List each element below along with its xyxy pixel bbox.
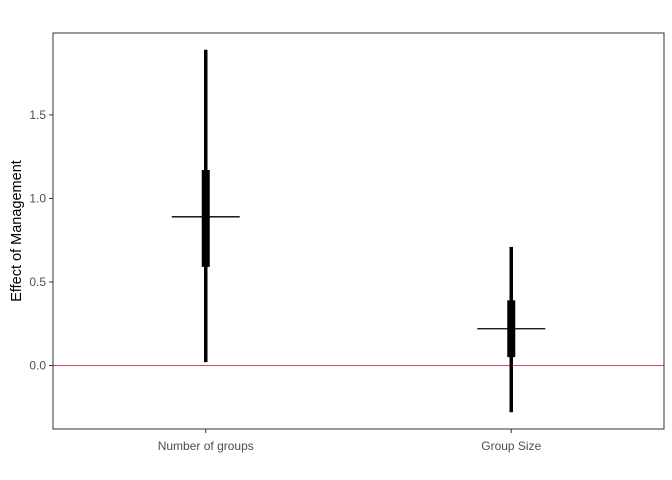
- y-tick-label-1: 0.5: [29, 275, 46, 289]
- y-tick-label-3: 1.5: [29, 108, 46, 122]
- x-tick-label-1: Group Size: [481, 439, 541, 453]
- plot-panel-border: [52, 32, 665, 430]
- y-tick-label-0: 0.0: [29, 359, 46, 373]
- y-tick-label-2: 1.0: [29, 191, 46, 205]
- x-tick-label-0: Number of groups: [158, 439, 254, 453]
- y-axis-title: Effect of Management: [9, 160, 25, 302]
